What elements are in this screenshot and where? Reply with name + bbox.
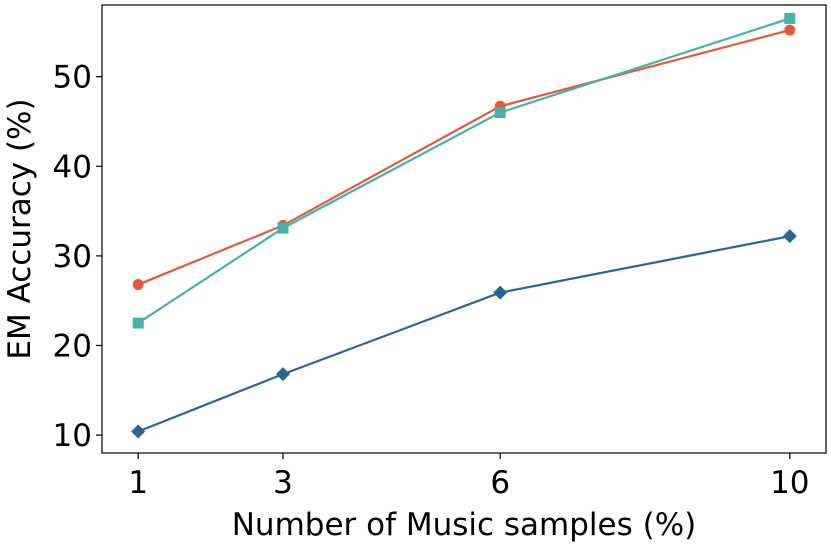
series-line	[137, 17, 791, 324]
y-tick-label: 40	[53, 149, 92, 185]
data-point	[782, 229, 797, 244]
y-tick-label: 10	[53, 418, 92, 454]
data-point	[784, 24, 796, 36]
data-point	[277, 222, 289, 234]
data-point	[131, 424, 146, 439]
series-3	[131, 229, 797, 439]
data-point	[132, 317, 144, 329]
series-layer	[131, 12, 797, 439]
x-axis-ticks: 1 3 6 10	[128, 453, 810, 501]
plot-frame	[101, 4, 827, 454]
series-line	[137, 29, 791, 286]
data-point	[276, 367, 290, 382]
data-point	[132, 279, 144, 291]
x-axis-label: Number of Music samples (%)	[232, 507, 697, 543]
y-axis-label: EM Accuracy (%)	[2, 98, 38, 359]
y-tick-label: 30	[53, 239, 92, 275]
series-line	[137, 235, 791, 433]
x-tick-label: 3	[273, 465, 293, 501]
data-point	[494, 107, 506, 119]
series-1	[132, 24, 796, 291]
y-tick-label: 50	[53, 60, 92, 96]
y-axis-ticks: 10 20 30 40 50	[53, 60, 102, 454]
x-tick-label: 10	[770, 465, 809, 501]
x-tick-label: 6	[490, 465, 510, 501]
y-tick-label: 20	[53, 328, 92, 364]
x-tick-label: 1	[128, 465, 148, 501]
data-point	[493, 285, 508, 300]
series-2	[132, 12, 796, 329]
data-point	[784, 12, 796, 24]
